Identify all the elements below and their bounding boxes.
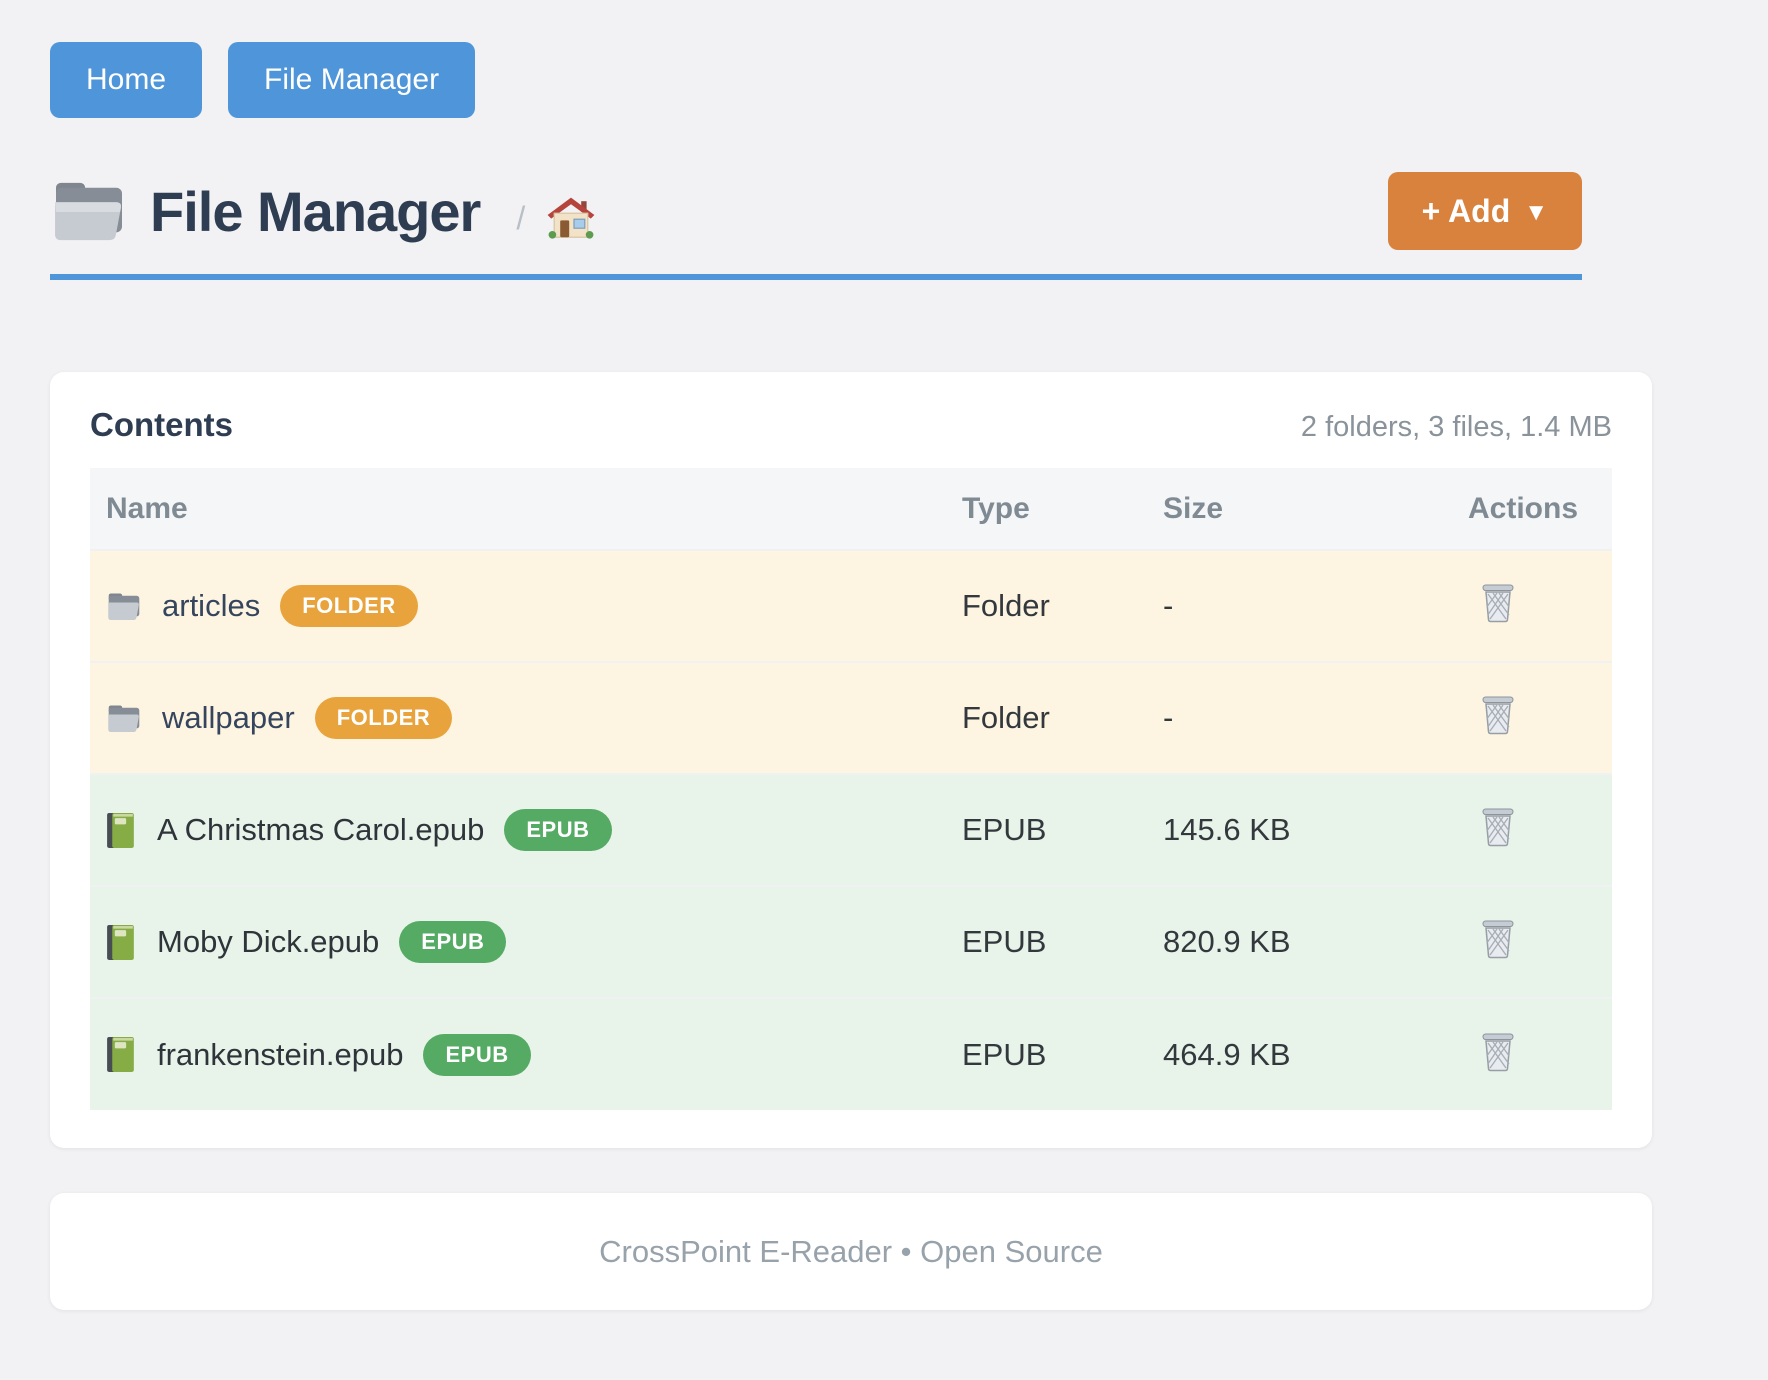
contents-card: Contents 2 folders, 3 files, 1.4 MB Name…	[50, 372, 1652, 1148]
item-name[interactable]: wallpaper	[162, 700, 295, 735]
table-row: Moby Dick.epub EPUB EPUB 820.9 KB	[90, 886, 1612, 998]
item-size: -	[1147, 550, 1452, 662]
column-header-size: Size	[1147, 468, 1452, 550]
add-button[interactable]: + Add ▼	[1387, 172, 1582, 250]
chevron-down-icon: ▼	[1524, 199, 1548, 226]
item-name[interactable]: A Christmas Carol.epub	[157, 812, 485, 847]
item-name[interactable]: articles	[162, 588, 261, 623]
home-button[interactable]: Home	[50, 42, 203, 118]
contents-bar: Contents 2 folders, 3 files, 1.4 MB	[90, 406, 1612, 444]
delete-button[interactable]	[1480, 805, 1516, 847]
item-size: 820.9 KB	[1147, 886, 1452, 998]
item-type: EPUB	[946, 886, 1147, 998]
breadcrumb-separator: /	[516, 199, 526, 236]
item-type: EPUB	[946, 774, 1147, 886]
trash-icon	[1482, 696, 1514, 735]
top-nav: Home File Manager	[50, 42, 476, 118]
title-wrap: File Manager /	[50, 178, 595, 244]
item-size: 464.9 KB	[1147, 998, 1452, 1110]
table-row: frankenstein.epub EPUB EPUB 464.9 KB	[90, 998, 1612, 1110]
delete-button[interactable]	[1480, 917, 1516, 959]
contents-summary: 2 folders, 3 files, 1.4 MB	[1300, 411, 1612, 443]
trash-icon	[1482, 920, 1514, 959]
folder-icon	[106, 703, 142, 734]
item-name[interactable]: frankenstein.epub	[157, 1036, 404, 1072]
column-header-actions: Actions	[1452, 468, 1612, 550]
footer-card: CrossPoint E-Reader • Open Source	[50, 1193, 1652, 1310]
file-table: Name Type Size Actions articles	[90, 468, 1612, 1110]
page-header: File Manager / + Add ▼	[50, 172, 1582, 280]
item-size: -	[1147, 662, 1452, 774]
table-header-row: Name Type Size Actions	[90, 468, 1612, 550]
column-header-type: Type	[946, 468, 1147, 550]
type-badge: EPUB	[504, 809, 612, 851]
delete-button[interactable]	[1480, 581, 1516, 623]
type-badge: EPUB	[399, 921, 507, 963]
type-badge: FOLDER	[314, 697, 453, 739]
item-size: 145.6 KB	[1147, 774, 1452, 886]
book-icon	[106, 1036, 137, 1073]
page-title: File Manager	[150, 179, 481, 243]
type-badge: FOLDER	[280, 585, 418, 627]
table-row: wallpaper FOLDER Folder -	[90, 662, 1612, 774]
trash-icon	[1482, 1033, 1514, 1071]
add-button-label: + Add	[1421, 192, 1511, 229]
item-name[interactable]: Moby Dick.epub	[157, 924, 380, 959]
folder-icon	[106, 591, 142, 622]
footer-text: CrossPoint E-Reader • Open Source	[599, 1233, 1103, 1269]
item-type: EPUB	[946, 998, 1147, 1110]
delete-button[interactable]	[1480, 693, 1516, 735]
home-icon[interactable]	[547, 196, 595, 240]
book-icon	[106, 812, 137, 849]
book-icon	[106, 924, 137, 961]
file-manager-button[interactable]: File Manager	[228, 42, 476, 118]
table-row: A Christmas Carol.epub EPUB EPUB 145.6 K…	[90, 774, 1612, 886]
type-badge: EPUB	[423, 1033, 531, 1076]
delete-button[interactable]	[1480, 1030, 1516, 1072]
column-header-name: Name	[90, 468, 946, 550]
item-type: Folder	[946, 662, 1147, 774]
table-row: articles FOLDER Folder -	[90, 550, 1612, 662]
trash-icon	[1482, 808, 1514, 847]
contents-heading: Contents	[90, 406, 233, 443]
trash-icon	[1482, 584, 1514, 623]
folder-icon	[50, 178, 128, 244]
item-type: Folder	[946, 550, 1147, 662]
